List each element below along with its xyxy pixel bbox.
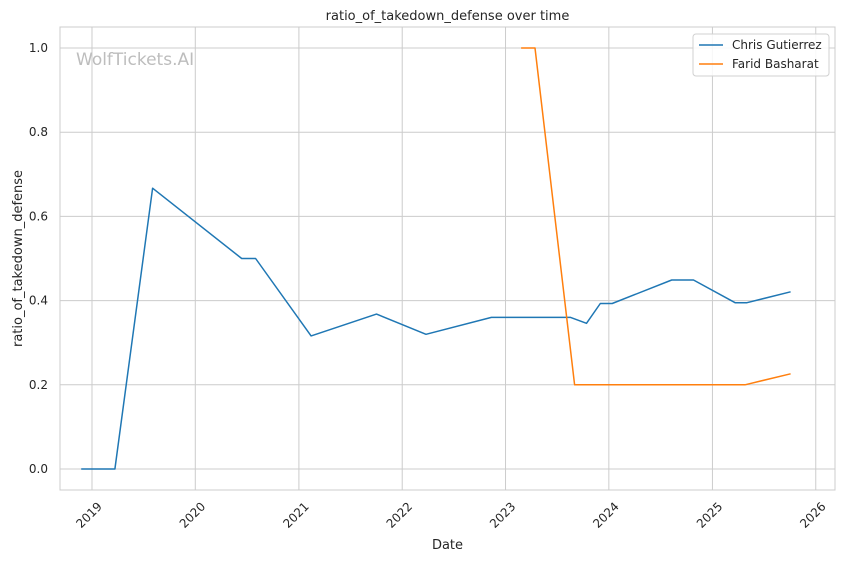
y-tick-label: 0.0 (29, 462, 48, 476)
x-tick-label: 2024 (590, 499, 621, 530)
x-tick-label: 2019 (73, 499, 104, 530)
series-line (81, 187, 791, 470)
y-tick-label: 0.4 (29, 294, 48, 308)
x-tick-label: 2026 (797, 499, 828, 530)
x-axis-label: Date (432, 538, 463, 553)
series-lines (81, 47, 791, 470)
legend: Chris Gutierrez Farid Basharat (692, 33, 830, 77)
x-tick-label: 2020 (177, 499, 208, 530)
legend-label: Farid Basharat (732, 57, 819, 71)
series-line (521, 47, 791, 386)
legend-label: Chris Gutierrez (732, 38, 822, 52)
x-tick-label: 2023 (487, 499, 518, 530)
legend-box (692, 33, 830, 77)
y-tick-label: 1.0 (29, 41, 48, 55)
plot-area (59, 26, 836, 491)
y-tick-label: 0.6 (29, 209, 48, 223)
x-tick-label: 2021 (280, 499, 311, 530)
watermark: WolfTickets.AI (76, 50, 194, 70)
y-tick-label: 0.2 (29, 378, 48, 392)
x-tick-label: 2022 (384, 499, 415, 530)
grid-lines (60, 27, 835, 490)
y-axis-label: ratio_of_takedown_defense (11, 170, 26, 347)
x-tick-label: 2025 (694, 499, 725, 530)
chart-title: ratio_of_takedown_defense over time (326, 9, 570, 24)
y-tick-label: 0.8 (29, 125, 48, 139)
